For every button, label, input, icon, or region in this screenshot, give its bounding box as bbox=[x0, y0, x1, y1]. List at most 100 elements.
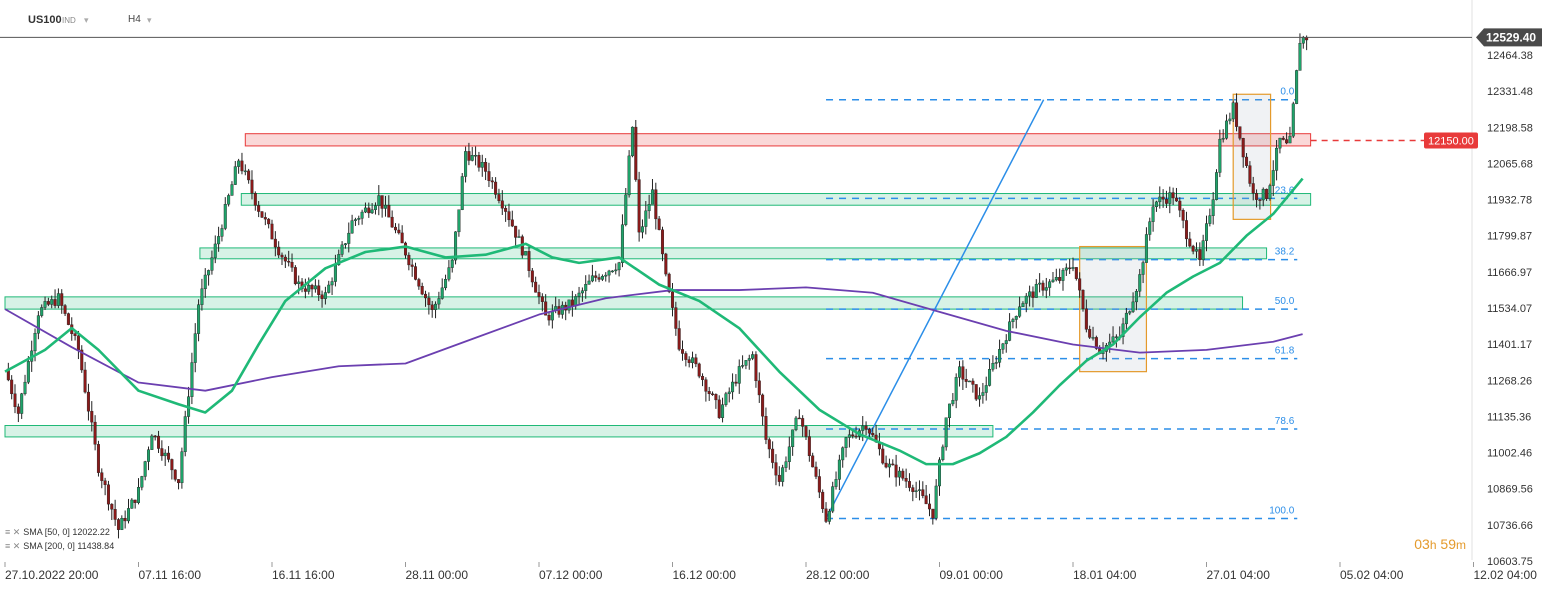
candle-body bbox=[40, 307, 44, 316]
timeframe-dropdown-caret-icon[interactable]: ▾ bbox=[147, 15, 152, 25]
candle-body bbox=[1068, 267, 1072, 270]
candle-body bbox=[894, 464, 898, 478]
candle-body bbox=[317, 285, 321, 296]
candle-body bbox=[333, 264, 337, 282]
candle-body bbox=[387, 204, 391, 218]
candle-body bbox=[223, 204, 227, 229]
candle-body bbox=[120, 517, 124, 530]
candle-body bbox=[474, 154, 478, 157]
y-tick-label: 11932.78 bbox=[1487, 195, 1532, 207]
candle-body bbox=[10, 379, 14, 395]
candle-body bbox=[904, 478, 908, 482]
x-tick-label: 28.11 00:00 bbox=[406, 568, 469, 582]
legend-sma50[interactable]: ≡ ✕ SMA [50, 0] 12022.22 bbox=[5, 527, 110, 538]
candle-body bbox=[1225, 120, 1229, 139]
candle-body bbox=[140, 476, 144, 488]
x-tick-label: 09.01 00:00 bbox=[940, 568, 1004, 582]
candle-body bbox=[1215, 172, 1219, 200]
candle-body bbox=[784, 461, 788, 468]
candle-body bbox=[827, 510, 831, 522]
candle-body bbox=[1305, 37, 1309, 41]
candle-body bbox=[781, 467, 785, 482]
candle-body bbox=[444, 279, 448, 289]
candle-body bbox=[1235, 102, 1239, 127]
candle-body bbox=[93, 421, 97, 445]
y-tick-label: 11002.46 bbox=[1487, 448, 1532, 460]
candle-body bbox=[644, 210, 648, 227]
candle-body bbox=[704, 379, 708, 392]
candle-body bbox=[320, 294, 324, 299]
candle-body bbox=[363, 207, 367, 213]
fib-level-label: 23.6 bbox=[1275, 185, 1295, 196]
candle-body bbox=[1258, 199, 1262, 201]
candle-body bbox=[861, 425, 865, 431]
indicator-settings-icon[interactable]: ≡ ✕ bbox=[5, 527, 21, 537]
candle-body bbox=[660, 229, 664, 255]
timeframe-label[interactable]: H4 bbox=[128, 14, 141, 25]
candle-body bbox=[1201, 240, 1205, 261]
candle-body bbox=[173, 469, 177, 480]
candle-body bbox=[687, 359, 691, 363]
candle-body bbox=[514, 225, 518, 238]
candle-body bbox=[1114, 336, 1118, 338]
indicator-settings-icon[interactable]: ≡ ✕ bbox=[5, 541, 21, 551]
candle-body bbox=[136, 487, 140, 503]
candle-body bbox=[1018, 306, 1022, 317]
symbol-label[interactable]: US100 bbox=[28, 14, 62, 26]
candle-body bbox=[467, 151, 471, 161]
candle-body bbox=[984, 385, 988, 393]
candle-body bbox=[851, 434, 855, 437]
y-tick-label: 12331.48 bbox=[1487, 86, 1533, 98]
candle-body bbox=[170, 459, 174, 471]
y-tick-label: 11534.07 bbox=[1487, 303, 1532, 315]
candle-body bbox=[323, 292, 327, 299]
candle-body bbox=[734, 381, 738, 384]
timer-hours-unit: h bbox=[1429, 538, 1437, 552]
candle-body bbox=[240, 160, 244, 172]
candle-body bbox=[1218, 138, 1222, 173]
candle-body bbox=[774, 462, 778, 476]
candle-body bbox=[1194, 249, 1198, 252]
candle-body bbox=[383, 204, 387, 209]
candle-body bbox=[103, 480, 107, 485]
candle-body bbox=[1291, 103, 1295, 137]
symbol-dropdown-caret-icon[interactable]: ▾ bbox=[84, 15, 89, 25]
legend-sma200[interactable]: ≡ ✕ SMA [200, 0] 11438.84 bbox=[5, 541, 114, 552]
candle-body bbox=[1004, 340, 1008, 345]
candle-body bbox=[981, 392, 985, 396]
candle-body bbox=[1298, 43, 1302, 71]
candle-body bbox=[867, 429, 871, 434]
candle-body bbox=[1064, 267, 1068, 271]
candle-body bbox=[1081, 289, 1085, 309]
candle-body bbox=[624, 194, 628, 225]
candle-body bbox=[804, 426, 808, 437]
candle-body bbox=[837, 459, 841, 480]
candle-body bbox=[253, 192, 257, 206]
x-tick-label: 27.10.2022 20:00 bbox=[5, 568, 99, 582]
candle-body bbox=[754, 354, 758, 382]
candle-body bbox=[570, 299, 574, 307]
x-tick-label: 18.01 04:00 bbox=[1073, 568, 1137, 582]
candle-body bbox=[497, 194, 501, 202]
candle-body bbox=[847, 434, 851, 438]
candle-body bbox=[1288, 135, 1292, 144]
candle-body bbox=[1148, 221, 1152, 235]
candle-body bbox=[250, 179, 254, 194]
timer-minutes-unit: m bbox=[1456, 538, 1466, 552]
resistance-price-tag bbox=[1424, 132, 1478, 149]
candle-body bbox=[777, 474, 781, 482]
candle-body bbox=[177, 479, 181, 484]
candle-body bbox=[711, 393, 715, 396]
candle-body bbox=[607, 270, 611, 276]
candle-body bbox=[637, 179, 641, 233]
candle-body bbox=[237, 160, 241, 167]
candle-body bbox=[1058, 277, 1062, 281]
candle-body bbox=[410, 264, 414, 267]
candle-body bbox=[217, 236, 221, 245]
candle-body bbox=[597, 277, 601, 280]
candle-body bbox=[203, 274, 207, 290]
candle-body bbox=[167, 452, 171, 460]
resistance-zone bbox=[244, 133, 1312, 147]
